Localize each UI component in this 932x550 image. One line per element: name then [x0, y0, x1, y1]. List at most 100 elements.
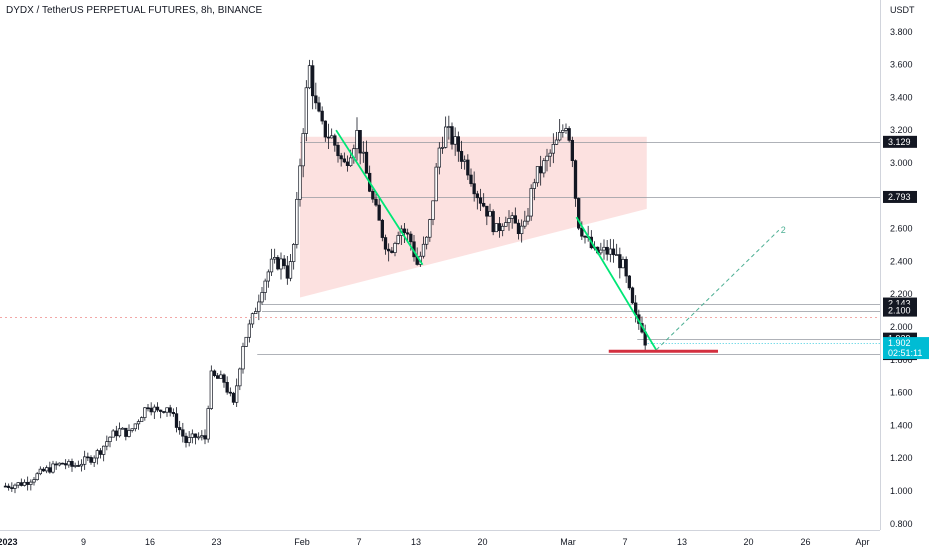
- candle-154: [491, 209, 495, 236]
- candle-155: [494, 223, 498, 233]
- candle-167: [532, 178, 536, 201]
- candle-144: [459, 140, 464, 169]
- candle-107: [342, 152, 346, 164]
- price-tag-2.793: 2.793: [883, 190, 917, 203]
- candle-41: [133, 423, 137, 432]
- candle-179: [570, 136, 574, 168]
- candle-161: [513, 207, 517, 224]
- candle-113: [361, 141, 365, 163]
- candle-74: [238, 367, 242, 391]
- x-tick-label: 23: [211, 537, 221, 547]
- candle-158: [504, 216, 508, 227]
- candle-52: [168, 404, 172, 417]
- candle-165: [526, 208, 530, 225]
- y-tick-label: 2.400: [890, 256, 913, 266]
- candle-163: [520, 219, 524, 243]
- candle-55: [178, 420, 182, 435]
- candle-89: [285, 255, 289, 285]
- candle-138: [440, 136, 445, 154]
- candle-118: [377, 196, 381, 221]
- candle-35: [114, 425, 118, 441]
- candle-112: [358, 130, 362, 165]
- candle-2: [10, 482, 14, 492]
- candle-17: [57, 462, 61, 467]
- candle-48: [155, 402, 160, 413]
- candle-126: [402, 223, 407, 244]
- y-tick-label: 3.600: [890, 60, 913, 70]
- trend-line-2[interactable]: [575, 216, 658, 351]
- y-tick-label: 1.400: [890, 420, 913, 430]
- candle-51: [165, 407, 169, 417]
- candle-70: [225, 376, 229, 395]
- candle-80: [257, 294, 261, 321]
- x-tick-label: 13: [677, 537, 687, 547]
- candle-91: [292, 242, 296, 270]
- trend-line-1[interactable]: [335, 129, 424, 266]
- candle-188: [599, 242, 603, 256]
- candle-69: [222, 373, 226, 388]
- candle-3: [13, 483, 17, 494]
- candle-66: [212, 369, 217, 378]
- candle-13: [45, 465, 49, 474]
- last-price-countdown: 02:51:11: [888, 348, 922, 358]
- candle-21: [70, 458, 74, 472]
- candle-108: [345, 155, 350, 172]
- candle-153: [488, 203, 492, 217]
- candle-34: [111, 429, 115, 438]
- pattern-zone[interactable]: [300, 136, 647, 298]
- candle-72: [231, 391, 236, 405]
- last-price-value: 1.902: [888, 338, 911, 348]
- candle-86: [276, 255, 280, 271]
- candle-178: [567, 126, 571, 143]
- candle-136: [434, 163, 438, 202]
- y-tick-label: 3.800: [890, 27, 913, 37]
- candle-143: [456, 131, 460, 162]
- candle-100: [320, 106, 324, 125]
- candle-33: [108, 436, 112, 448]
- candle-19: [64, 459, 68, 470]
- y-tick-label: 3.000: [890, 158, 913, 168]
- candle-49: [159, 409, 163, 419]
- candle-133: [425, 236, 429, 250]
- candle-141: [450, 122, 454, 150]
- candle-43: [140, 416, 144, 422]
- candle-27: [89, 455, 93, 465]
- candle-181: [577, 197, 581, 231]
- candle-84: [269, 248, 274, 277]
- candle-119: [380, 218, 384, 242]
- candle-177: [564, 123, 568, 134]
- candle-30: [98, 448, 103, 459]
- svg-text:2.793: 2.793: [888, 192, 911, 202]
- candle-193: [615, 243, 619, 256]
- candle-90: [288, 253, 293, 282]
- candle-195: [621, 256, 625, 269]
- candle-8: [29, 479, 33, 491]
- candle-171: [545, 148, 549, 172]
- candle-38: [124, 427, 128, 441]
- candle-7: [26, 476, 30, 491]
- candle-170: [542, 157, 546, 178]
- candle-67: [216, 373, 220, 379]
- time-axis[interactable]: 2023 9 16 23 Feb 7 13 20 Mar 7 13 20 26 Apr: [0, 537, 870, 547]
- x-tick-label: Apr: [855, 537, 869, 547]
- candle-68: [219, 370, 223, 379]
- candle-75: [241, 342, 245, 374]
- candle-11: [38, 466, 42, 476]
- candle-65: [209, 365, 213, 410]
- x-tick-label: 13: [411, 537, 421, 547]
- candle-135: [431, 200, 435, 226]
- candle-162: [516, 219, 521, 240]
- candle-196: [624, 256, 628, 283]
- y-tick-label: 2.000: [890, 322, 913, 332]
- candle-81: [260, 286, 264, 305]
- y-tick-label: 1.000: [890, 486, 913, 496]
- candle-96: [307, 59, 312, 90]
- x-tick-label: 26: [800, 537, 810, 547]
- candle-151: [482, 193, 486, 208]
- candle-99: [317, 96, 321, 113]
- candle-47: [152, 404, 156, 420]
- candle-132: [421, 236, 426, 259]
- projection-line[interactable]: [655, 229, 780, 351]
